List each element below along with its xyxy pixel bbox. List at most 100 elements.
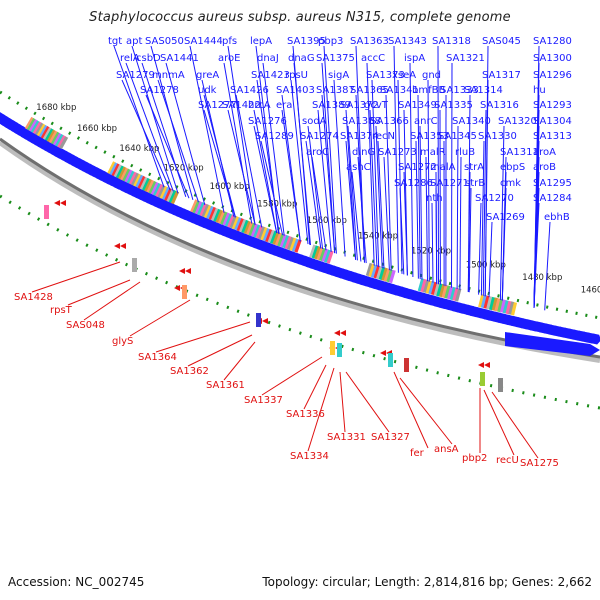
forward-gene-leader: [480, 140, 485, 296]
reverse-gene-arrow: [54, 200, 60, 206]
forward-gene-label: SA1274: [300, 131, 339, 142]
feature-block: [54, 133, 65, 147]
feature-block: [113, 164, 123, 178]
reverse-gene-leader: [67, 279, 131, 306]
inner-tick-ring: [0, 194, 600, 410]
reverse-feature-block: [388, 353, 393, 367]
feature-block: [208, 206, 217, 221]
forward-gene-label: lepA: [250, 36, 272, 47]
feature-block: [146, 179, 155, 194]
reverse-strand-markers: [44, 200, 503, 392]
feature-block: [190, 199, 199, 213]
forward-gene-label: xseA: [392, 70, 416, 81]
forward-gene-leader: [425, 156, 428, 282]
forward-gene-leader: [262, 62, 285, 236]
forward-gene-label: SA1387: [316, 85, 355, 96]
forward-gene-leader: [305, 140, 322, 249]
feature-block: [236, 218, 245, 232]
feature-block: [229, 215, 238, 229]
reverse-feature-block: [44, 205, 49, 219]
reverse-feature-block: [404, 358, 409, 372]
reverse-gene-label: SA1275: [520, 458, 559, 469]
forward-gene-label: SA1300: [533, 53, 572, 64]
reverse-gene-leader: [307, 367, 335, 452]
feature-block: [144, 178, 153, 193]
feature-block: [40, 126, 51, 139]
reverse-feature-block: [330, 341, 335, 355]
feature-block: [381, 267, 389, 281]
forward-gene-label: SA1422: [222, 100, 261, 111]
feature-block: [277, 233, 285, 247]
reverse-gene-leader: [491, 391, 539, 459]
forward-gene-leader: [347, 125, 358, 261]
feature-block: [497, 298, 504, 313]
forward-gene-label: aroA: [533, 147, 556, 158]
reverse-feature-block: [132, 258, 137, 272]
forward-gene-label: SA1343: [388, 36, 427, 47]
forward-gene-label: SA1269: [486, 212, 525, 223]
feature-block: [291, 238, 300, 252]
reverse-gene-label: rpsT: [50, 305, 73, 316]
forward-gene-leader: [437, 45, 439, 285]
reverse-gene-leaders: [31, 261, 539, 459]
reverse-gene-leader: [155, 321, 251, 353]
feature-block: [128, 171, 138, 185]
forward-gene-leader: [377, 140, 385, 269]
forward-gene-label: dnaJ: [257, 53, 279, 64]
feature-block: [168, 189, 177, 204]
feature-block: [480, 294, 488, 309]
forward-gene-label: ispA: [404, 53, 425, 64]
forward-gene-label: anrC: [414, 116, 438, 127]
feature-block: [217, 210, 226, 224]
forward-gene-leader: [203, 109, 236, 218]
forward-gene-leader: [488, 221, 493, 298]
feature-block: [505, 300, 512, 315]
forward-gene-label: aroE: [218, 53, 240, 64]
feature-block: [122, 168, 131, 182]
reverse-gene-label: ansA: [434, 444, 459, 455]
feature-block: [486, 296, 493, 310]
feature-block: [309, 244, 317, 258]
forward-gene-label: SA1374: [340, 131, 379, 142]
feature-block: [215, 209, 224, 223]
forward-gene-label: SA1426: [230, 85, 269, 96]
feature-block: [314, 246, 322, 260]
feature-block: [57, 135, 67, 149]
forward-gene-leader: [357, 156, 367, 264]
feature-block: [447, 286, 454, 300]
forward-gene-leader: [227, 45, 256, 225]
feature-block: [378, 266, 386, 281]
forward-gene-label: SA1441: [160, 53, 199, 64]
reverse-gene-label: SA1428: [14, 292, 53, 303]
feature-block: [197, 202, 206, 216]
feature-block: [36, 123, 47, 137]
reverse-gene-arrow: [484, 362, 490, 368]
forward-gene-label: SA1372: [340, 100, 379, 111]
reverse-feature-block: [337, 343, 342, 357]
forward-gene-label: SA1296: [533, 70, 572, 81]
forward-gene-label: SA1353: [410, 131, 449, 142]
feature-block: [417, 278, 425, 292]
feature-block: [265, 228, 273, 243]
forward-gene-leader: [383, 156, 390, 271]
feature-block: [227, 214, 235, 228]
reverse-gene-arrow: [120, 243, 126, 249]
backbone-arc-shadow: [0, 139, 600, 363]
accession-label: Accession: NC_002745: [8, 575, 145, 589]
feature-block: [430, 281, 438, 296]
feature-block: [423, 279, 430, 294]
feature-block: [222, 212, 231, 226]
feature-block: [161, 186, 171, 201]
forward-gene-label: era: [276, 100, 292, 111]
forward-gene-label: SA1365: [350, 85, 389, 96]
genome-title: Staphylococcus aureus subsp. aureus N315…: [89, 10, 511, 25]
feature-color-blocks: [24, 116, 518, 316]
feature-block: [294, 239, 302, 253]
forward-gene-leader: [141, 62, 187, 197]
forward-gene-leader: [121, 79, 171, 191]
backbone-ring: [0, 137, 600, 363]
feature-block: [107, 161, 116, 175]
feature-block: [166, 188, 175, 203]
forward-gene-label: ebpS: [500, 162, 525, 173]
forward-gene-label: apt: [126, 36, 142, 47]
